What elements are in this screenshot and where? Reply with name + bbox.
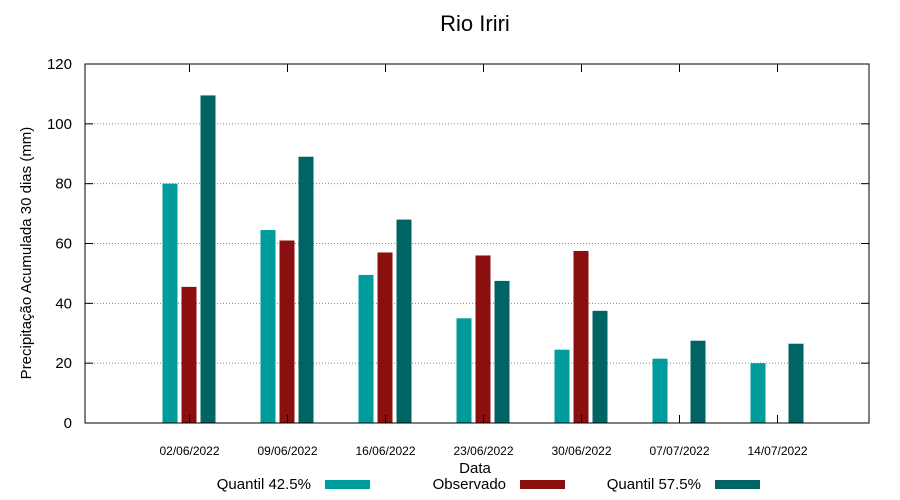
bar <box>162 183 178 423</box>
x-tick-label: 23/06/2022 <box>453 444 513 458</box>
bars <box>162 95 804 423</box>
bar <box>200 95 216 423</box>
bar <box>279 240 295 423</box>
x-axis-label: Data <box>459 460 491 477</box>
legend-swatch <box>715 480 760 489</box>
bar <box>181 286 197 423</box>
bar <box>788 343 804 423</box>
y-tick-label: 60 <box>55 236 72 253</box>
y-tick-label: 0 <box>64 415 72 432</box>
bar <box>456 318 472 423</box>
y-axis: 0 20 40 60 80 100 120 <box>47 56 869 432</box>
bar <box>750 363 766 423</box>
x-tick-label: 07/07/2022 <box>649 444 709 458</box>
legend-label: Observado <box>433 476 506 493</box>
x-tick-label: 14/07/2022 <box>747 444 807 458</box>
bar <box>358 274 374 423</box>
bar <box>554 349 570 423</box>
x-axis: 02/06/2022 09/06/2022 16/06/2022 23/06/2022… <box>159 64 808 458</box>
y-tick-label: 100 <box>47 116 72 133</box>
legend-swatch <box>325 480 370 489</box>
y-tick-label: 80 <box>55 176 72 193</box>
legend-label: Quantil 42.5% <box>217 476 311 493</box>
y-axis-label: Precipitação Acumulada 30 dias (mm) <box>18 127 35 380</box>
bar <box>494 280 510 423</box>
bar <box>377 252 393 423</box>
y-tick-label: 20 <box>55 355 72 372</box>
bar <box>592 310 608 423</box>
x-tick-label: 02/06/2022 <box>159 444 219 458</box>
bar <box>652 358 668 423</box>
y-tick-label: 40 <box>55 295 72 312</box>
x-tick-label: 30/06/2022 <box>551 444 611 458</box>
y-tick-label: 120 <box>47 56 72 73</box>
bar <box>690 340 706 423</box>
chart-title: Rio Iriri <box>440 11 510 36</box>
bar <box>260 230 276 423</box>
bar <box>573 250 589 423</box>
bar <box>298 156 314 423</box>
legend-swatch <box>520 480 565 489</box>
x-tick-label: 09/06/2022 <box>257 444 317 458</box>
legend-label: Quantil 57.5% <box>607 476 701 493</box>
legend: Quantil 42.5% Observado Quantil 57.5% <box>217 476 760 493</box>
x-tick-label: 16/06/2022 <box>355 444 415 458</box>
bar <box>475 255 491 423</box>
bar <box>396 219 412 423</box>
